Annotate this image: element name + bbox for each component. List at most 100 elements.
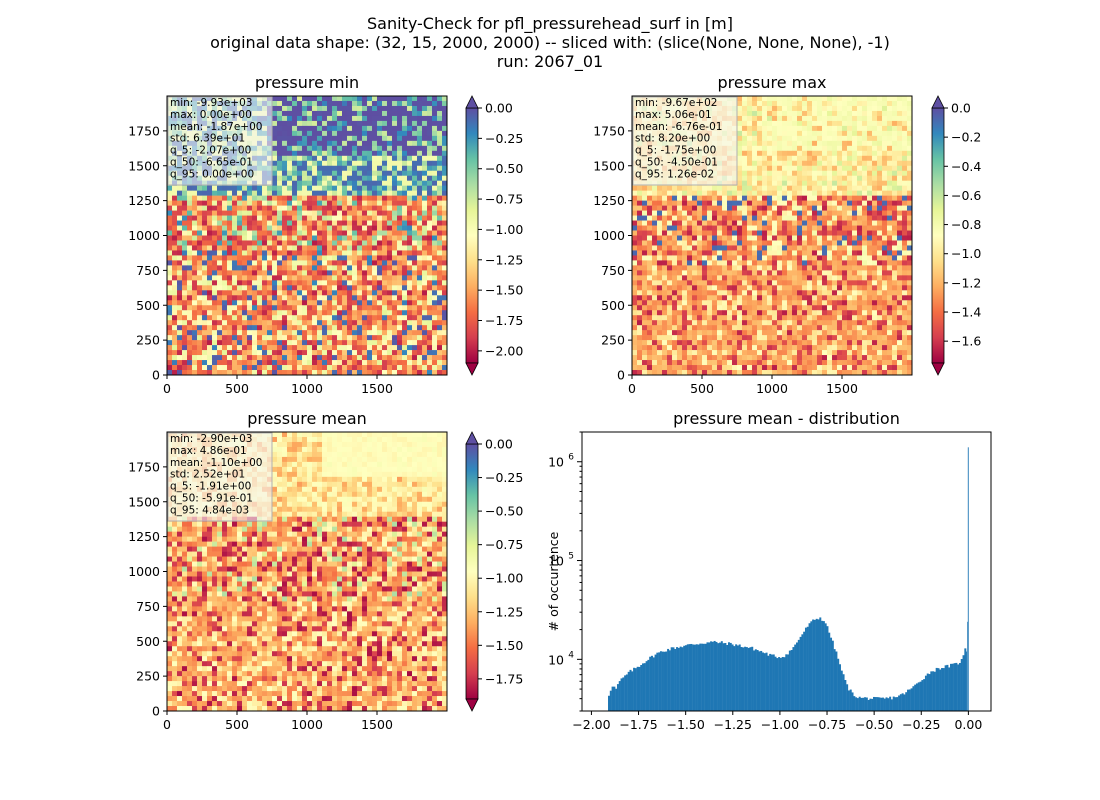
heatmap-cell	[427, 355, 433, 361]
heatmap-cell	[247, 365, 253, 371]
heatmap-cell	[307, 115, 313, 122]
heatmap-cell	[392, 350, 398, 356]
heatmap-cell	[677, 230, 683, 236]
heatmap-cell	[882, 235, 888, 241]
heatmap-cell	[292, 125, 298, 132]
heatmap-cell	[307, 300, 313, 306]
heatmap-cell	[252, 320, 258, 326]
heatmap-cell	[872, 195, 878, 201]
heatmap-cell	[812, 145, 818, 152]
heatmap-cell	[277, 155, 283, 162]
heatmap-cell	[167, 295, 173, 301]
heatmap-cell	[372, 350, 378, 356]
heatmap-cell	[817, 100, 823, 107]
heatmap-cell	[897, 240, 903, 246]
heatmap-cell	[317, 310, 323, 316]
heatmap-cell	[737, 215, 743, 221]
heatmap-cell	[442, 96, 448, 102]
heatmap-cell	[197, 295, 203, 301]
heatmap-cell	[697, 195, 703, 201]
heatmap-cell	[892, 120, 898, 127]
heatmap-cell	[832, 170, 838, 177]
heatmap-cell	[427, 100, 433, 107]
heatmap-cell	[292, 310, 298, 316]
heatmap-cell	[327, 145, 333, 152]
heatmap-cell	[287, 295, 293, 301]
heatmap-cell	[332, 260, 338, 266]
heatmap-cell	[207, 270, 213, 276]
heatmap-cell	[387, 265, 393, 271]
heatmap-cell	[237, 245, 243, 251]
heatmap-cell	[867, 110, 873, 117]
heatmap-cell	[432, 360, 438, 366]
heatmap-cell	[672, 240, 678, 246]
heatmap-cell	[312, 345, 318, 351]
heatmap-cell	[272, 185, 278, 191]
heatmap-cell	[772, 115, 778, 122]
heatmap-cell	[782, 210, 788, 216]
heatmap-cell	[852, 220, 858, 226]
heatmap-cell	[227, 265, 233, 271]
heatmap-cell	[432, 340, 438, 346]
heatmap-cell	[352, 165, 358, 172]
heatmap-cell	[272, 355, 278, 361]
heatmap-cell	[747, 190, 753, 196]
heatmap-cell	[167, 200, 173, 206]
heatmap-cell	[817, 155, 823, 162]
heatmap-cell	[857, 250, 863, 256]
heatmap-cell	[167, 360, 173, 366]
heatmap-cell	[267, 365, 273, 371]
heatmap-cell	[812, 215, 818, 221]
heatmap-cell	[802, 235, 808, 241]
heatmap-cell	[412, 275, 418, 281]
heatmap-cell	[872, 220, 878, 226]
heatmap-cell	[232, 225, 238, 231]
heatmap-cell	[357, 240, 363, 246]
heatmap-cell	[287, 310, 293, 316]
heatmap-cell	[857, 215, 863, 221]
heatmap-cell	[177, 210, 183, 216]
heatmap-cell	[282, 350, 288, 356]
heatmap-cell	[342, 96, 348, 102]
heatmap-cell	[207, 235, 213, 241]
heatmap-cell	[632, 210, 638, 216]
heatmap-cell	[397, 270, 403, 276]
heatmap-cell	[867, 245, 873, 251]
heatmap-cell	[372, 320, 378, 326]
heatmap-cell	[437, 270, 443, 276]
heatmap-cell	[392, 270, 398, 276]
heatmap-cell	[412, 110, 418, 117]
heatmap-cell	[192, 305, 198, 311]
heatmap-cell	[802, 220, 808, 226]
heatmap-cell	[212, 305, 218, 311]
heatmap-cell	[427, 310, 433, 316]
heatmap-cell	[767, 245, 773, 251]
heatmap-cell	[397, 130, 403, 137]
heatmap-cell	[292, 120, 298, 127]
heatmap-cell	[367, 110, 373, 117]
heatmap-cell	[227, 210, 233, 216]
heatmap-cell	[852, 210, 858, 216]
heatmap-cell	[327, 150, 333, 157]
heatmap-cell	[367, 125, 373, 132]
heatmap-cell	[317, 190, 323, 196]
heatmap-cell	[242, 185, 248, 191]
heatmap-cell	[742, 205, 748, 211]
heatmap-cell	[677, 240, 683, 246]
heatmap-cell	[882, 140, 888, 147]
heatmap-cell	[632, 200, 638, 206]
heatmap-cell	[322, 290, 328, 296]
heatmap-cell	[292, 365, 298, 371]
heatmap-cell	[432, 130, 438, 137]
heatmap-cell	[432, 170, 438, 177]
heatmap-cell	[312, 350, 318, 356]
heatmap-cell	[242, 265, 248, 271]
heatmap-cell	[372, 260, 378, 266]
heatmap-cell	[367, 365, 373, 371]
heatmap-cell	[662, 245, 668, 251]
heatmap-cell	[282, 320, 288, 326]
heatmap-cell	[442, 365, 448, 371]
heatmap-cell	[352, 330, 358, 336]
heatmap-cell	[817, 175, 823, 181]
heatmap-cell	[302, 185, 308, 191]
